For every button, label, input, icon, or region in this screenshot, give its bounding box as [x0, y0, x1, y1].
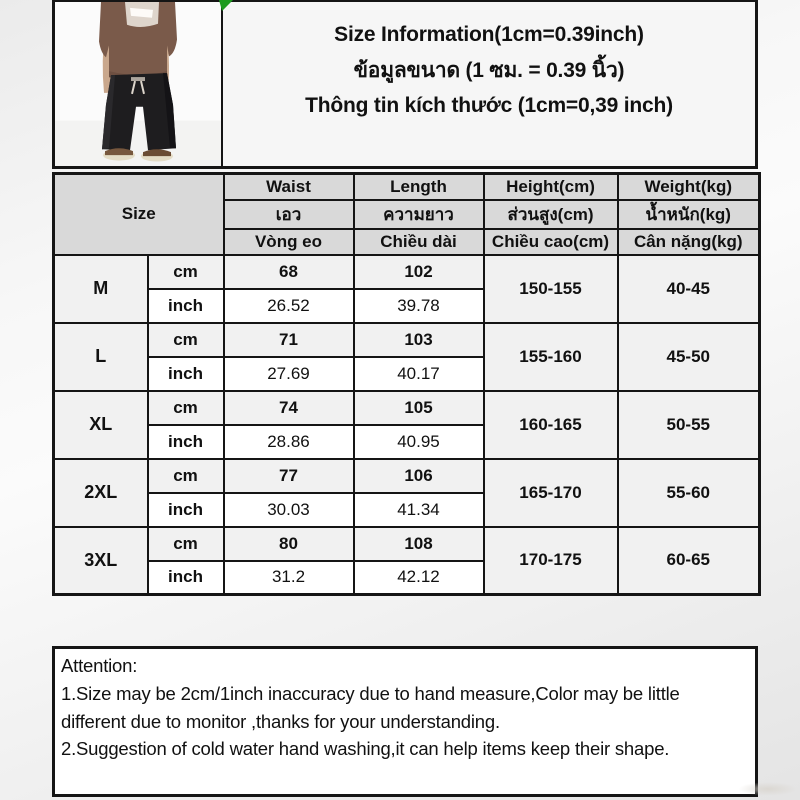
- header-block: Size Information(1cm=0.39inch) ข้อมูลขนา…: [52, 0, 758, 169]
- height-range: 170-175: [482, 525, 619, 596]
- title-english: Size Information(1cm=0.39inch): [334, 22, 644, 46]
- size-information-title: Size Information(1cm=0.39inch) ข้อมูลขนา…: [223, 2, 755, 166]
- table-row: 3XL cm 80 108 170-175 60-65: [52, 525, 761, 596]
- length-cm: 106: [352, 457, 485, 494]
- length-cm: 102: [352, 253, 485, 290]
- col-length-th: ความยาว: [352, 198, 485, 230]
- unit-inch: inch: [146, 355, 225, 392]
- table-row: XL cm 74 105 160-165 50-55: [52, 389, 761, 460]
- unit-inch: inch: [146, 423, 225, 460]
- table-row: inch 31.2 42.12: [54, 559, 760, 596]
- col-height-vi: Chiều cao(cm): [482, 227, 619, 256]
- length-inch: 41.34: [352, 491, 485, 528]
- unit-cm: cm: [146, 253, 225, 290]
- col-waist-th: เอว: [222, 198, 355, 230]
- watermark-smudge: [738, 782, 798, 796]
- table-row: 2XL cm 77 106 165-170 55-60: [52, 457, 761, 528]
- size-table: Size Waist Length Height(cm) Weight(kg) …: [52, 172, 761, 596]
- title-thai: ข้อมูลขนาด (1 ซม. = 0.39 นิ้ว): [353, 58, 625, 82]
- unit-inch: inch: [146, 559, 225, 596]
- table-row: inch 26.52 39.78: [54, 287, 760, 324]
- waist-inch: 27.69: [222, 355, 355, 392]
- length-cm: 105: [352, 389, 485, 426]
- length-inch: 40.95: [352, 423, 485, 460]
- attention-notes: Attention: 1.Size may be 2cm/1inch inacc…: [52, 646, 758, 797]
- unit-cm: cm: [146, 525, 225, 562]
- length-cm: 108: [352, 525, 485, 562]
- size-value: XL: [52, 389, 149, 460]
- col-height-th: ส่วนสูง(cm): [482, 198, 619, 230]
- table-row: inch 28.86 40.95: [54, 423, 760, 460]
- green-corner-marker-icon: [219, 0, 233, 11]
- waist-cm: 74: [222, 389, 355, 426]
- unit-cm: cm: [146, 457, 225, 494]
- size-value: 2XL: [52, 457, 149, 528]
- weight-range: 60-65: [616, 525, 761, 596]
- col-weight-th: น้ำหนัก(kg): [616, 198, 761, 230]
- attention-heading: Attention:: [61, 655, 138, 676]
- col-height-en: Height(cm): [482, 172, 619, 201]
- waist-cm: 80: [222, 525, 355, 562]
- waist-inch: 28.86: [222, 423, 355, 460]
- col-weight-en: Weight(kg): [616, 172, 761, 201]
- col-length-vi: Chiều dài: [352, 227, 485, 256]
- size-value: 3XL: [52, 525, 149, 596]
- waist-cm: 71: [222, 321, 355, 358]
- weight-range: 45-50: [616, 321, 761, 392]
- col-weight-vi: Cân nặng(kg): [616, 227, 761, 256]
- weight-range: 50-55: [616, 389, 761, 460]
- length-inch: 40.17: [352, 355, 485, 392]
- waist-inch: 31.2: [222, 559, 355, 596]
- weight-range: 55-60: [616, 457, 761, 528]
- unit-cm: cm: [146, 321, 225, 358]
- size-value: M: [52, 253, 149, 324]
- table-row: inch 30.03 41.34: [54, 491, 760, 528]
- length-inch: 39.78: [352, 287, 485, 324]
- height-range: 165-170: [482, 457, 619, 528]
- table-row: inch 27.69 40.17: [54, 355, 760, 392]
- col-length-en: Length: [352, 172, 485, 201]
- height-range: 160-165: [482, 389, 619, 460]
- table-row: M cm 68 102 150-155 40-45: [52, 253, 761, 324]
- height-range: 155-160: [482, 321, 619, 392]
- title-vietnamese: Thông tin kích thước (1cm=0,39 inch): [305, 93, 673, 117]
- height-range: 150-155: [482, 253, 619, 324]
- product-photo: [55, 2, 223, 166]
- waist-inch: 26.52: [222, 287, 355, 324]
- attention-note-2: 2.Suggestion of cold water hand washing,…: [61, 738, 670, 760]
- unit-inch: inch: [146, 491, 225, 528]
- unit-cm: cm: [146, 389, 225, 426]
- waist-cm: 68: [222, 253, 355, 290]
- attention-note-1: 1.Size may be 2cm/1inch inaccuracy due t…: [61, 682, 680, 732]
- model-photo-illustration: [55, 2, 221, 166]
- length-cm: 103: [352, 321, 485, 358]
- col-waist-vi: Vòng eo: [222, 227, 355, 256]
- unit-inch: inch: [146, 287, 225, 324]
- waist-cm: 77: [222, 457, 355, 494]
- col-waist-en: Waist: [222, 172, 355, 201]
- size-header-cell: Size: [52, 172, 225, 256]
- weight-range: 40-45: [616, 253, 761, 324]
- size-value: L: [52, 321, 149, 392]
- length-inch: 42.12: [352, 559, 485, 596]
- size-table-header: Size Waist Length Height(cm) Weight(kg) …: [52, 172, 761, 256]
- table-row: L cm 71 103 155-160 45-50: [52, 321, 761, 392]
- waist-inch: 30.03: [222, 491, 355, 528]
